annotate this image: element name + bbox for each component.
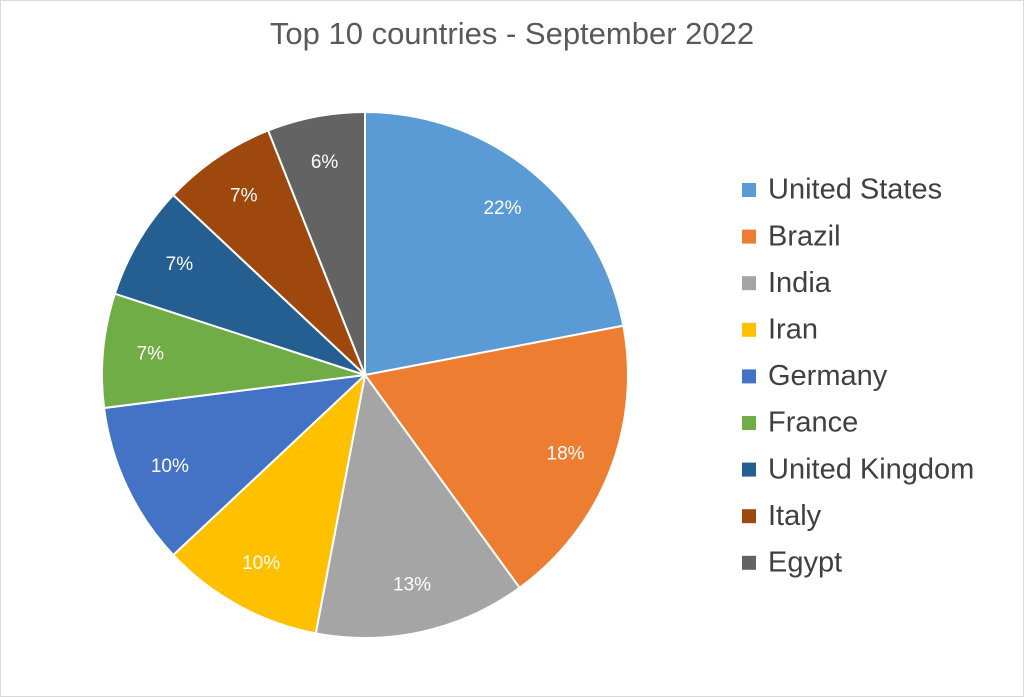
data-label: 22% bbox=[483, 198, 521, 219]
legend-label: Egypt bbox=[768, 546, 842, 578]
data-label: 18% bbox=[547, 443, 585, 464]
legend-swatch bbox=[742, 509, 756, 524]
legend-label: France bbox=[768, 407, 858, 439]
legend-swatch bbox=[742, 462, 756, 477]
data-label: 10% bbox=[151, 456, 189, 477]
legend-swatch bbox=[742, 369, 756, 384]
data-label: 7% bbox=[230, 186, 258, 207]
pie-slice bbox=[102, 373, 368, 557]
data-label: 7% bbox=[137, 344, 165, 365]
legend-label: Germany bbox=[768, 360, 888, 392]
data-label: 7% bbox=[166, 254, 194, 275]
data-label: 13% bbox=[393, 574, 431, 595]
legend-label: Italy bbox=[768, 500, 822, 532]
pie-slice bbox=[314, 372, 521, 639]
pie-slice bbox=[113, 193, 366, 376]
pie-slice bbox=[171, 129, 366, 376]
legend-swatch bbox=[742, 276, 756, 291]
data-label: 6% bbox=[311, 152, 339, 173]
chart-title: Top 10 countries - September 2022 bbox=[270, 16, 754, 51]
legend-swatch bbox=[742, 322, 756, 337]
pie-slice bbox=[364, 110, 625, 377]
legend-swatch bbox=[742, 183, 756, 197]
legend-swatch bbox=[742, 555, 756, 570]
pie-slice bbox=[266, 110, 366, 376]
legend-label: India bbox=[768, 267, 832, 299]
pie-slice bbox=[171, 372, 367, 635]
legend-label: United States bbox=[768, 174, 942, 206]
pie-slice bbox=[101, 292, 366, 410]
legend-label: Iran bbox=[768, 313, 818, 345]
pie-slice bbox=[363, 324, 629, 590]
legend-swatch bbox=[742, 229, 756, 244]
data-label: 10% bbox=[242, 553, 280, 574]
legend-label: Brazil bbox=[768, 220, 841, 252]
legend-swatch bbox=[742, 416, 756, 430]
legend-label: United Kingdom bbox=[768, 453, 974, 485]
